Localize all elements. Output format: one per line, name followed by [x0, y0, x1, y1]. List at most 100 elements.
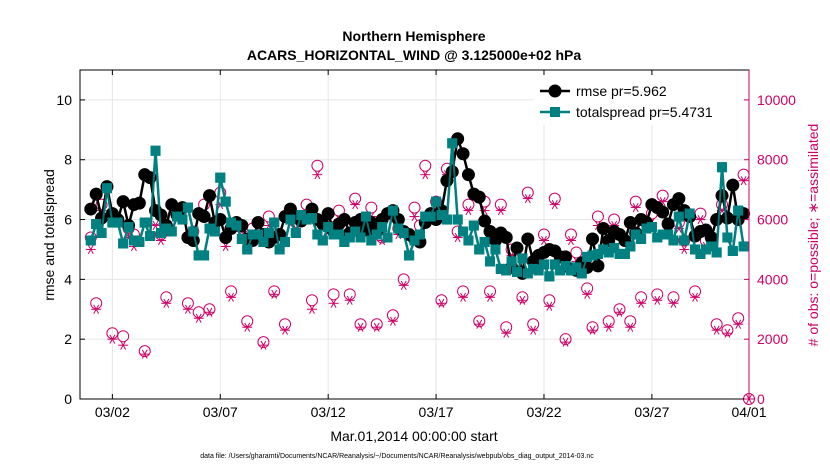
- y-right-tick-label: 8000: [757, 152, 788, 168]
- totalspread-point-overlay: [118, 238, 129, 249]
- totalspread-point-overlay: [641, 223, 652, 234]
- obs-possible-marker: [95, 198, 108, 211]
- totalspread-point-overlay: [490, 244, 501, 255]
- rmse-point: [661, 217, 675, 231]
- obs-possible-marker: [192, 306, 205, 319]
- totalspread-point-overlay: [323, 222, 334, 233]
- totalspread-point-overlay: [317, 235, 328, 246]
- y-axis-left: 0 2 4 6 8 10: [56, 92, 85, 407]
- totalspread-point-overlay: [711, 247, 722, 258]
- obs-possible-marker: [559, 333, 572, 346]
- totalspread-point-overlay: [301, 214, 312, 225]
- totalspread-point-overlay: [285, 214, 296, 225]
- totalspread-point-overlay: [414, 229, 425, 240]
- totalspread-point-overlay: [485, 256, 496, 267]
- x-axis: 03/02 03/07 03/12 03/17 03/22 03/27 04/01: [95, 70, 767, 420]
- rmse-point: [726, 178, 740, 192]
- rmse-point: [116, 195, 130, 209]
- obs-possible-marker: [548, 192, 561, 205]
- rmse-point: [132, 196, 146, 210]
- obs-assimilated-marker: [258, 340, 269, 350]
- y-right-tick-label: 0: [757, 391, 765, 407]
- obs-star-stroke: [724, 328, 731, 338]
- totalspread-point-overlay: [614, 248, 625, 259]
- obs-assimilated-marker: [409, 211, 420, 222]
- legend-totalspread-marker: [550, 107, 560, 117]
- totalspread-point-overlay: [598, 244, 609, 255]
- obs-star-stroke: [519, 295, 526, 305]
- y-tick-label: 4: [64, 271, 72, 287]
- obs-possible-marker: [656, 189, 669, 202]
- totalspread-point-overlay: [592, 248, 603, 259]
- totalspread-point-overlay: [722, 232, 733, 243]
- obs-star-stroke: [120, 340, 127, 350]
- rmse-point: [586, 232, 600, 246]
- obs-possible-marker: [90, 297, 103, 310]
- obs-star-stroke: [260, 340, 267, 350]
- totalspread-point-overlay: [468, 220, 479, 231]
- totalspread-point-overlay: [134, 236, 145, 247]
- obs-possible-marker: [262, 210, 275, 223]
- totalspread-point-overlay: [177, 214, 188, 225]
- totalspread-point-overlay: [495, 263, 506, 274]
- totalspread-point-overlay: [727, 245, 738, 256]
- obs-possible-marker: [613, 303, 626, 316]
- obs-possible-marker: [257, 336, 270, 349]
- obs-possible-marker: [500, 321, 513, 334]
- y-tick-label: 0: [64, 391, 72, 407]
- obs-possible-marker: [225, 285, 238, 298]
- totalspread-point-overlay: [123, 222, 134, 233]
- totalspread-point-overlay: [398, 228, 409, 239]
- totalspread-point-overlay: [258, 236, 269, 247]
- totalspread-point-overlay: [280, 236, 291, 247]
- totalspread-point-overlay: [85, 235, 96, 246]
- totalspread-point-overlay: [425, 211, 436, 222]
- obs-possible-marker: [710, 318, 723, 331]
- obs-possible-marker: [732, 312, 745, 325]
- totalspread-point-overlay: [441, 214, 452, 225]
- legend-box: [534, 75, 742, 125]
- obs-possible-marker: [564, 228, 577, 241]
- rmse-point: [165, 198, 179, 212]
- totalspread-point-overlay: [587, 250, 598, 261]
- x-tick-label: 03/12: [311, 404, 346, 420]
- obs-possible-marker: [279, 318, 292, 331]
- totalspread-point-overlay: [463, 235, 474, 246]
- totalspread-point-overlay: [139, 217, 150, 228]
- obs-star-stroke: [357, 322, 364, 332]
- totalspread-point-overlay: [420, 211, 431, 222]
- totalspread-point-overlay: [387, 205, 398, 216]
- y-axis-right-label: # of obs: o=possible; ∗=assimilated: [805, 124, 821, 347]
- totalspread-point-overlay: [733, 205, 744, 216]
- rmse-layer: [84, 132, 751, 282]
- totalspread-point-overlay: [528, 263, 539, 274]
- rmse-point: [720, 211, 734, 225]
- totalspread-point-overlay: [668, 235, 679, 246]
- totalspread-point-overlay: [431, 196, 442, 207]
- totalspread-point-overlay: [231, 220, 242, 231]
- totalspread-point-overlay: [296, 210, 307, 221]
- obs-assimilated-marker: [204, 307, 215, 317]
- obs-possible-marker: [462, 198, 475, 211]
- y-tick-label: 10: [56, 92, 72, 108]
- legend-totalspread-label: totalspread pr=5.4731: [576, 104, 713, 120]
- y-tick-label: 8: [64, 152, 72, 168]
- totalspread-point-overlay: [479, 236, 490, 247]
- obs-possible-marker: [268, 285, 281, 298]
- obs-possible-marker: [305, 294, 318, 307]
- totalspread-point-overlay: [630, 229, 641, 240]
- obs-possible-marker: [397, 273, 410, 286]
- totalspread-point-overlay: [582, 251, 593, 262]
- totalspread-point-overlay: [91, 219, 102, 230]
- totalspread-point-overlay: [695, 248, 706, 259]
- totalspread-point-overlay: [366, 235, 377, 246]
- y-right-tick-label: 10000: [757, 92, 796, 108]
- obs-assimilated-marker: [560, 337, 571, 347]
- totalspread-point-overlay: [96, 228, 107, 239]
- rmse-point: [305, 202, 319, 216]
- obs-possible-marker: [349, 192, 362, 205]
- obs-possible-marker: [408, 201, 421, 214]
- obs-assimilated-marker: [371, 322, 382, 332]
- rmse-point: [251, 216, 265, 230]
- chart-subtitle: ACARS_HORIZONTAL_WIND @ 3.125000e+02 hPa: [247, 47, 582, 63]
